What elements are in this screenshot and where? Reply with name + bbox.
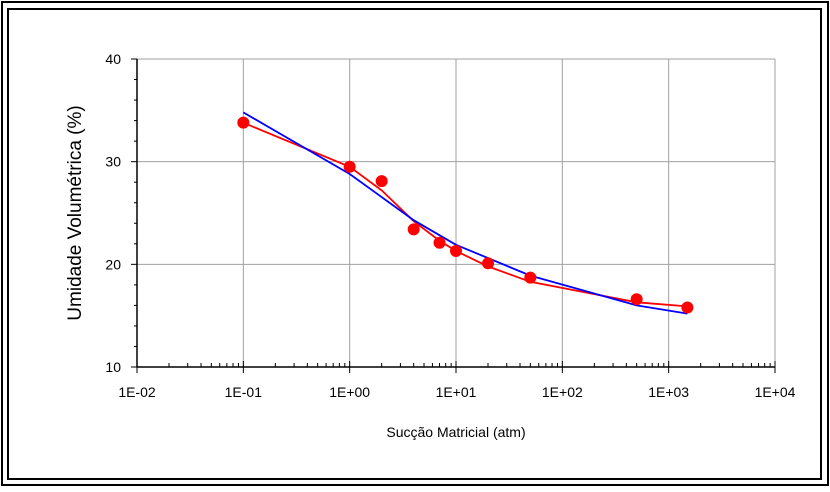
data-point	[343, 160, 356, 173]
data-point	[237, 116, 250, 129]
x-tick-label: 1E+00	[329, 384, 370, 400]
y-tick-label: 20	[105, 256, 121, 272]
x-tick-label: 1E-01	[225, 384, 263, 400]
series-line-1	[242, 121, 688, 308]
x-tick-label: 1E-02	[118, 384, 156, 400]
y-tick-label: 10	[105, 359, 121, 375]
x-tick-label: 1E+04	[755, 384, 796, 400]
inner-frame	[7, 8, 822, 480]
data-point	[630, 293, 643, 306]
x-tick-label: 1E+02	[542, 384, 583, 400]
series-layer	[237, 111, 694, 315]
series-line-2	[242, 111, 688, 315]
data-point	[450, 244, 462, 257]
y-tick-label: 30	[105, 154, 121, 170]
data-point	[433, 236, 446, 249]
y-axis-title: Umidade Volumétrica (%)	[65, 105, 86, 320]
data-point	[524, 271, 537, 284]
data-point	[681, 301, 694, 314]
grid-layer	[137, 58, 776, 367]
data-point	[407, 223, 420, 236]
x-axis-title: Sucção Matricial (atm)	[386, 424, 525, 440]
data-point	[482, 257, 495, 270]
label-layer: Sucção Matricial (atm) Umidade Volumétri…	[65, 51, 796, 440]
data-point	[375, 175, 388, 188]
x-tick-label: 1E+03	[648, 384, 689, 400]
y-tick-label: 40	[105, 51, 121, 67]
axis-layer	[131, 58, 776, 373]
x-tick-label: 1E+01	[436, 384, 477, 400]
